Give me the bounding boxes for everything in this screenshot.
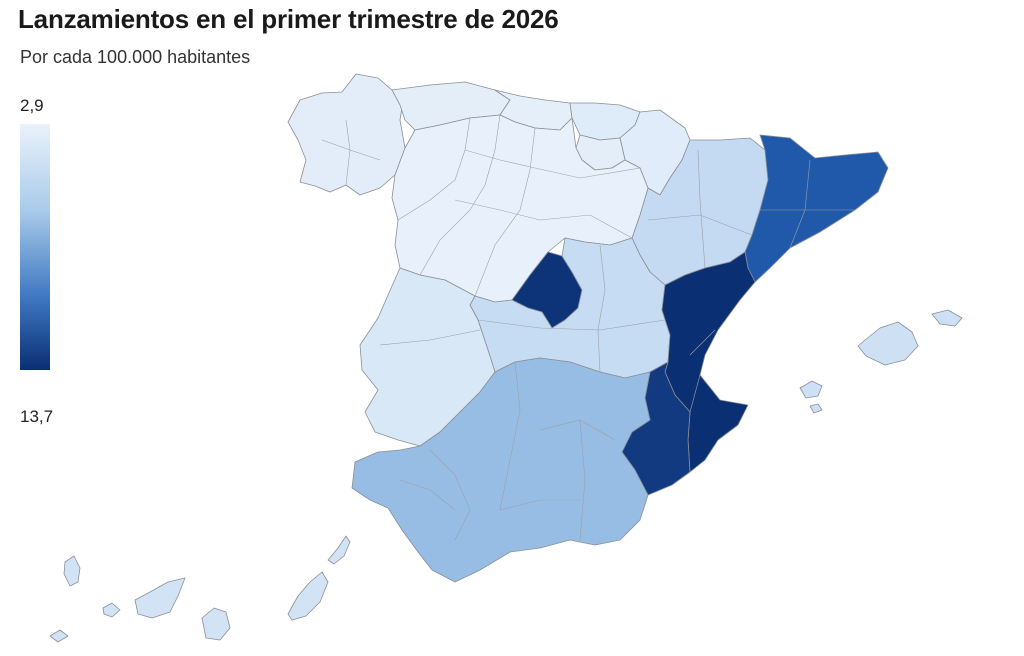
- region-andalucia[interactable]: [351, 357, 651, 583]
- region-galicia[interactable]: [287, 73, 406, 196]
- region-islas-baleares-ibiza[interactable]: [799, 380, 823, 399]
- legend-color-bar: [20, 124, 50, 370]
- region-canarias-el-hierro[interactable]: [49, 629, 69, 643]
- province-borders: [321, 114, 855, 541]
- region-canarias-lanzarote[interactable]: [327, 535, 351, 565]
- legend-high-label: 13,7: [20, 407, 54, 426]
- region-cataluna[interactable]: [744, 134, 889, 283]
- region-islas-baleares-mallorca[interactable]: [857, 321, 919, 366]
- legend-low-label: 2,9: [20, 96, 44, 115]
- map-subtitle: Por cada 100.000 habitantes: [20, 47, 251, 67]
- region-islas-baleares-formentera[interactable]: [809, 403, 823, 414]
- region-canarias-la-palma[interactable]: [63, 555, 81, 587]
- region-canarias-gran-canaria[interactable]: [201, 607, 231, 641]
- region-canarias-la-gomera[interactable]: [102, 602, 121, 618]
- region-canarias-fuerteventura[interactable]: [287, 571, 329, 621]
- region-islas-baleares-menorca[interactable]: [931, 309, 963, 327]
- region-canarias-tenerife[interactable]: [134, 577, 186, 619]
- map-title: Lanzamientos en el primer trimestre de 2…: [18, 4, 559, 34]
